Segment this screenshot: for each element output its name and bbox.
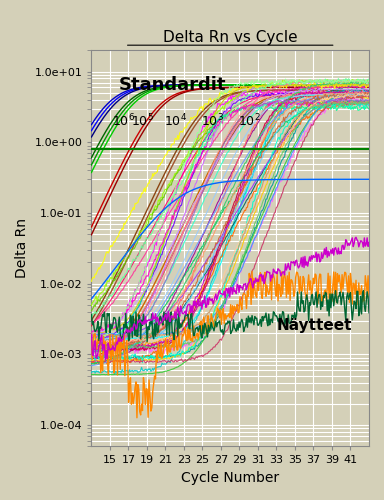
Title: Delta Rn vs Cycle: Delta Rn vs Cycle: [163, 30, 298, 45]
Text: 10$^4$: 10$^4$: [164, 112, 187, 129]
Text: Näytteet: Näytteet: [276, 318, 352, 333]
Text: 10$^3$: 10$^3$: [200, 112, 223, 129]
X-axis label: Cycle Number: Cycle Number: [181, 471, 279, 485]
Y-axis label: Delta Rn: Delta Rn: [15, 218, 29, 278]
Text: 10$^2$: 10$^2$: [238, 112, 260, 129]
Text: 10$^6$: 10$^6$: [112, 112, 135, 129]
Text: Standardit: Standardit: [119, 76, 227, 94]
Text: 10$^5$: 10$^5$: [131, 112, 154, 129]
